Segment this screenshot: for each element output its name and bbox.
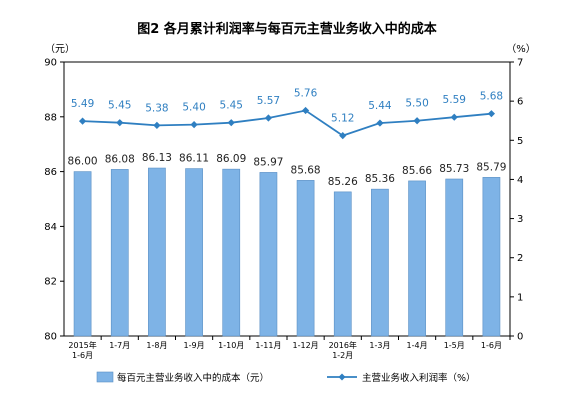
x-axis-tick-label: 1-10月 [218,341,244,350]
line-point [153,121,161,130]
x-axis-tick-label: 1-5月 [444,341,465,350]
bar-value-label: 85.26 [328,176,358,188]
bar [333,191,352,337]
bar-value-label: 85.79 [476,161,506,173]
right-axis-unit: （%） [506,43,536,55]
left-axis: 80 82 84 86 88 90 [44,58,64,343]
line-point [450,113,458,121]
line-value-label: 5.50 [405,98,428,110]
legend-line-marker [338,373,346,381]
bar-series: 86.00 86.08 86.13 86.11 86.09 85.97 85.68 85.26… [68,152,506,337]
bar-value-label: 86.00 [68,156,98,168]
left-axis-tick-label: 86 [44,167,57,178]
line-value-label: 5.12 [331,113,354,125]
bar-value-label: 85.68 [291,164,321,176]
line-value-label: 5.76 [294,88,318,100]
line-value-label: 5.45 [220,100,243,112]
series-line [82,109,492,137]
legend-bar-swatch [96,371,114,383]
right-axis: 0 1 2 3 4 5 6 7 [510,58,523,343]
bar-value-label: 85.97 [253,156,283,168]
x-axis-tick-label: 1-12月 [293,341,319,350]
left-axis-unit: （元） [45,43,75,55]
right-axis-tick-label: 1 [517,292,523,303]
bar-value-label: 86.13 [142,152,172,164]
bar-value-label: 85.36 [365,173,395,185]
line-value-label: 5.49 [71,98,94,110]
x-axis-tick-label: 2016年 [329,340,357,350]
right-axis-tick-label: 6 [517,97,523,108]
left-axis-tick-label: 90 [44,58,57,69]
left-axis-tick-label: 82 [44,277,57,288]
line-series: 5.49 5.45 5.38 5.40 5.45 5.57 5.76 5.12 5.44 5.50… [71,88,503,140]
line-point [487,110,496,118]
line-point [339,131,347,140]
right-axis-tick-label: 0 [517,332,523,343]
line-value-label: 5.57 [257,95,280,107]
x-axis-tick-label: 1-2月 [332,351,353,360]
line-value-label: 5.38 [145,102,168,114]
bar [222,168,241,337]
line-point [301,106,310,115]
bar [259,172,278,337]
bar-value-label: 85.73 [439,163,469,175]
x-axis-tick-label: 1-3月 [369,341,390,350]
right-axis-tick-label: 2 [517,253,523,264]
line-value-label: 5.68 [480,91,503,103]
bar [371,188,389,337]
line-point [227,119,235,127]
x-axis-tick-label: 1-8月 [146,341,167,350]
line-point [190,121,198,129]
line-point [413,117,421,125]
right-axis-tick-label: 4 [517,175,523,186]
line-value-label: 5.45 [108,100,131,112]
x-axis-tick-label: 1-4月 [407,341,428,350]
line-point [116,119,124,127]
right-axis-tick-label: 5 [517,136,523,147]
left-axis-tick-label: 80 [44,332,57,343]
bar [185,168,203,337]
bar [482,177,501,337]
x-axis-tick-label: 2015年 [68,340,96,350]
bar [73,171,92,337]
line-value-label: 5.40 [182,102,205,114]
bar-value-label: 85.66 [402,165,432,177]
bar [148,167,166,337]
left-axis-tick-label: 84 [44,222,57,233]
x-axis-tick-label: 1-6月 [72,351,93,360]
x-axis-tick-label: 1-11月 [255,341,281,350]
bar [445,178,464,337]
x-axis-tick-label: 1-6月 [481,341,502,350]
line-value-label: 5.44 [368,100,392,112]
x-axis-tick-label: 1-7月 [109,341,130,350]
bar-value-label: 86.08 [105,153,135,165]
x-axis-tick-label: 1-9月 [184,341,205,350]
right-axis-tick-label: 3 [517,214,523,225]
line-value-label: 5.59 [443,94,466,106]
bar [110,169,129,337]
right-axis-tick-label: 7 [517,58,523,69]
chart-title: 图2 各月累计利润率与每百元主营业务收入中的成本 [137,21,437,37]
line-point [264,114,273,122]
bar [408,180,426,337]
line-point [78,117,87,125]
bar-value-label: 86.09 [216,153,246,165]
bar-value-label: 86.11 [179,153,209,165]
legend-bar-label: 每百元主营业务收入中的成本（元） [117,372,269,384]
legend-line-label: 主营业务收入利润率（%） [362,372,476,384]
left-axis-tick-label: 88 [44,112,57,123]
legend: 每百元主营业务收入中的成本（元） 主营业务收入利润率（%） [96,371,476,384]
bar [296,180,315,337]
line-point [376,119,384,127]
